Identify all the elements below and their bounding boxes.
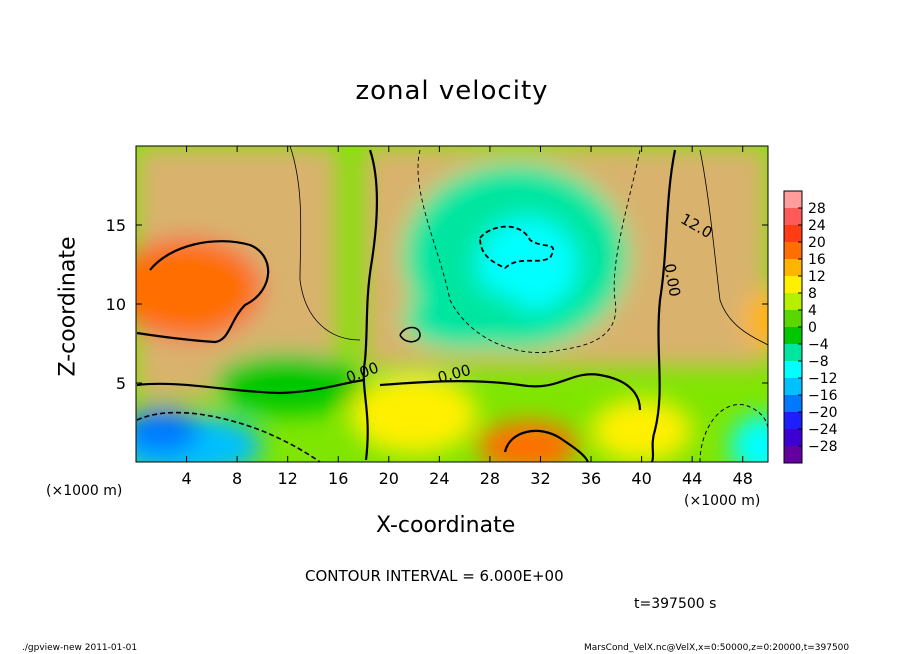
colorbar-swatch-3 bbox=[784, 242, 802, 259]
colorbar-swatch-5 bbox=[784, 276, 802, 293]
x-tick-label-9: 40 bbox=[631, 469, 651, 488]
y-tick-label-0: 5 bbox=[116, 374, 126, 393]
field-region-12 bbox=[742, 288, 768, 352]
colorbar-label-3: 16 bbox=[808, 252, 826, 268]
x-tick-label-3: 16 bbox=[328, 469, 348, 488]
field-region-14 bbox=[591, 398, 693, 462]
chart-title: zonal velocity bbox=[355, 76, 549, 106]
colorbar-label-12: −20 bbox=[808, 405, 838, 421]
x-tick-label-2: 12 bbox=[278, 469, 298, 488]
color-field bbox=[136, 146, 768, 462]
colorbar-swatch-15 bbox=[784, 446, 802, 463]
colorbar-label-2: 20 bbox=[808, 235, 826, 251]
colorbar-label-11: −16 bbox=[808, 388, 838, 404]
contour-lines bbox=[136, 146, 768, 462]
x-tick-label-5: 24 bbox=[429, 469, 449, 488]
colorbar-label-6: 4 bbox=[808, 303, 817, 319]
field-region-6 bbox=[477, 217, 579, 312]
colorbar-label-9: −8 bbox=[808, 354, 829, 370]
colorbar-label-5: 8 bbox=[808, 286, 817, 302]
colorbar-label-4: 12 bbox=[808, 269, 826, 285]
plot-area bbox=[136, 146, 768, 462]
colorbar-label-0: 28 bbox=[808, 201, 826, 217]
x-tick-label-8: 36 bbox=[581, 469, 601, 488]
contour-0-right bbox=[650, 149, 677, 462]
field-region-10 bbox=[136, 406, 200, 455]
x-tick-label-11: 48 bbox=[733, 469, 753, 488]
contour-neg6-outer bbox=[417, 149, 641, 353]
contour-0-bottom-center bbox=[503, 429, 590, 462]
colorbar-label-7: 0 bbox=[808, 320, 817, 336]
y-tick-label-1: 10 bbox=[106, 295, 126, 314]
x-tick-label-7: 32 bbox=[530, 469, 550, 488]
y-unit-label: (×1000 m) bbox=[46, 483, 123, 499]
colorbar-swatch-0 bbox=[784, 191, 802, 208]
colorbar-swatch-14 bbox=[784, 429, 802, 446]
contour-12-upper-left bbox=[136, 240, 270, 344]
colorbar-swatch-9 bbox=[784, 344, 802, 361]
footer-right: MarsCond_VelX.nc@VelX,x=0:50000,z=0:2000… bbox=[584, 643, 850, 653]
y-axis: 5 10 15 bbox=[106, 216, 768, 393]
contour-neg6-bottom-right bbox=[699, 404, 768, 462]
contour-0-mid bbox=[379, 373, 642, 411]
contour-0-left-lower bbox=[136, 378, 366, 395]
x-axis: 4 8 12 16 20 24 28 32 36 40 44 48 bbox=[181, 146, 753, 488]
field-region-15 bbox=[350, 375, 478, 455]
colorbar-swatch-6 bbox=[784, 293, 802, 310]
y-tick-label-2: 15 bbox=[106, 216, 126, 235]
x-tick-label-4: 20 bbox=[379, 469, 399, 488]
colorbar-swatch-11 bbox=[784, 378, 802, 395]
x-tick-label-1: 8 bbox=[232, 469, 242, 488]
contour-6-upper bbox=[289, 146, 361, 341]
colorbar-label-1: 24 bbox=[808, 218, 826, 234]
field-region-4 bbox=[166, 283, 233, 341]
contour-interval: CONTOUR INTERVAL = 6.000E+00 bbox=[305, 567, 564, 585]
field-region-8 bbox=[477, 420, 579, 462]
x-tick-label-6: 28 bbox=[480, 469, 500, 488]
contour-small-loop bbox=[399, 326, 421, 343]
time-stamp: t=397500 s bbox=[634, 596, 717, 612]
contour-6-right bbox=[699, 149, 768, 346]
field-region-11 bbox=[211, 351, 364, 415]
x-tick-label-0: 4 bbox=[181, 469, 191, 488]
field-region-7 bbox=[401, 288, 528, 352]
colorbar-label-10: −12 bbox=[808, 371, 838, 387]
colorbar-swatch-12 bbox=[784, 395, 802, 412]
colorbar-swatch-8 bbox=[784, 327, 802, 344]
colorbar-swatch-13 bbox=[784, 412, 802, 429]
colorbar-swatch-1 bbox=[784, 208, 802, 225]
x-unit-label: (×1000 m) bbox=[684, 493, 761, 509]
footer-left: ./gpview-new 2011-01-01 bbox=[22, 643, 138, 653]
contour-label-3: 0.00 bbox=[660, 262, 684, 298]
colorbar-swatch-4 bbox=[784, 259, 802, 276]
field-region-13 bbox=[730, 414, 768, 462]
colorbar-label-13: −24 bbox=[808, 422, 838, 438]
x-tick-label-10: 44 bbox=[682, 469, 702, 488]
contour-neg6-bottom-left bbox=[136, 411, 321, 462]
y-axis-label: Z-coordinate bbox=[55, 236, 81, 377]
colorbar-label-8: −4 bbox=[808, 337, 829, 353]
colorbar-swatch-7 bbox=[784, 310, 802, 327]
colorbar-swatch-10 bbox=[784, 361, 802, 378]
x-axis-label: X-coordinate bbox=[376, 513, 516, 538]
contour-0-central bbox=[362, 149, 379, 461]
colorbar-label-14: −28 bbox=[808, 439, 838, 455]
colorbar-swatch-2 bbox=[784, 225, 802, 242]
